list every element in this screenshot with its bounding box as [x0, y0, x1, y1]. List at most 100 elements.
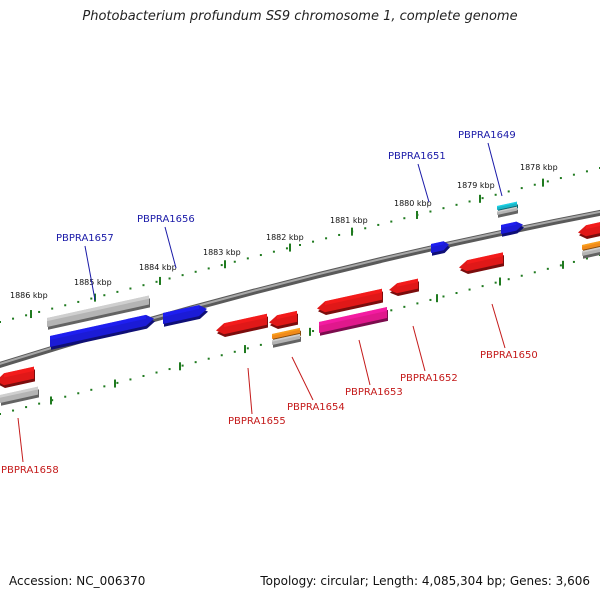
gene-PBPRA1656-label[interactable]: PBPRA1656 — [137, 214, 195, 225]
outer-minor-tick — [455, 203, 458, 206]
inner-minor-tick — [468, 288, 471, 291]
outer-minor-tick — [442, 207, 445, 210]
map-title: Photobacterium profundum SS9 chromosome … — [82, 9, 518, 24]
inner-minor-tick — [442, 295, 445, 298]
gene-PBPRA1657-label[interactable]: PBPRA1657 — [56, 233, 114, 244]
gene-PBPRA1651-leader — [417, 163, 430, 203]
outer-minor-tick — [259, 254, 262, 257]
gene-red-PBPRA1650[interactable] — [459, 252, 504, 275]
gene-PBPRA1657-leader — [84, 245, 96, 301]
inner-minor-tick — [168, 368, 171, 371]
gene-gray-outer[interactable] — [47, 295, 150, 330]
inner-minor-tick — [312, 330, 315, 333]
accession-text: Accession: NC_006370 — [9, 574, 146, 588]
outer-minor-tick — [25, 314, 28, 317]
outer-minor-tick — [194, 270, 197, 273]
outer-minor-tick — [0, 321, 1, 323]
gene-PBPRA1650-label[interactable]: PBPRA1650 — [480, 350, 538, 361]
outer-minor-tick — [390, 220, 393, 223]
outer-minor-tick — [103, 294, 106, 297]
outer-minor-tick — [481, 197, 484, 200]
inner-major-tick — [179, 362, 181, 371]
gene-gray-1658-band[interactable] — [0, 386, 39, 406]
gene-gray-1649-band[interactable] — [497, 206, 518, 218]
gene-PBPRA1656-leader — [164, 226, 177, 269]
outer-minor-tick — [285, 247, 288, 250]
outer-minor-tick — [129, 287, 132, 290]
gene-PBPRA1658-label[interactable]: PBPRA1658 — [1, 465, 59, 476]
outer-minor-tick — [494, 193, 497, 196]
inner-major-tick — [309, 327, 311, 336]
scale-labels: 1886 kbp 1885 kbp 1884 kbp 1883 kbp 1882 kbp… — [10, 163, 558, 300]
gene-PBPRA1649-leader — [487, 142, 503, 197]
outer-minor-tick — [64, 304, 67, 307]
gene-red-PBPRA1652[interactable] — [389, 278, 419, 297]
gene-blue-PBPRA1651[interactable] — [431, 241, 450, 256]
outer-minor-tick — [142, 284, 145, 287]
gene-gray-1654-band[interactable] — [272, 333, 301, 348]
gene-gray-edge-band[interactable] — [582, 246, 600, 259]
gene-PBPRA1655-label[interactable]: PBPRA1655 — [228, 416, 286, 427]
gene-red-edge[interactable] — [578, 220, 600, 240]
inner-minor-tick — [64, 395, 67, 398]
gene-red-PBPRA1652-upper[interactable] — [317, 288, 383, 316]
inner-minor-tick — [455, 292, 458, 295]
outer-minor-tick — [338, 233, 341, 236]
gene-PBPRA1652-label[interactable]: PBPRA1652 — [400, 373, 458, 384]
outer-major-tick — [224, 260, 226, 269]
outer-minor-tick — [533, 183, 536, 186]
gene-magenta-PBPRA1653[interactable] — [319, 307, 388, 336]
outer-minor-tick — [38, 310, 41, 313]
inner-minor-tick — [481, 285, 484, 288]
gene-red-PBPRA1654[interactable] — [269, 310, 298, 330]
outer-minor-tick — [403, 217, 406, 220]
outer-minor-tick — [520, 187, 523, 190]
outer-minor-tick — [155, 280, 158, 283]
gene-PBPRA1651-label[interactable]: PBPRA1651 — [388, 151, 446, 162]
inner-minor-tick — [194, 361, 197, 364]
outer-minor-tick — [181, 274, 184, 277]
gene-blue-PBPRA1656[interactable] — [163, 305, 208, 327]
genome-summary-text: Topology: circular; Length: 4,085,304 bp… — [260, 574, 590, 588]
outer-minor-tick — [207, 267, 210, 270]
outer-minor-tick — [299, 244, 301, 246]
inner-minor-tick — [77, 392, 80, 395]
inner-minor-tick — [38, 402, 41, 405]
inner-minor-tick — [90, 388, 93, 391]
inner-major-tick — [499, 277, 501, 286]
gene-features — [0, 201, 600, 406]
gene-PBPRA1655-leader — [247, 367, 253, 415]
inner-minor-tick — [533, 271, 536, 274]
scale-label: 1882 kbp — [266, 233, 304, 242]
inner-minor-tick — [585, 257, 588, 260]
outer-minor-tick — [325, 237, 328, 240]
scale-label: 1879 kbp — [457, 181, 495, 190]
outer-major-tick — [30, 310, 32, 319]
outer-major-tick — [479, 194, 481, 203]
outer-major-tick — [289, 243, 291, 252]
outer-major-tick — [542, 178, 544, 187]
inner-minor-tick — [220, 354, 223, 357]
gene-PBPRA1653-label[interactable]: PBPRA1653 — [345, 387, 403, 398]
inner-minor-tick — [546, 267, 549, 270]
gene-blue-PBPRA1649[interactable] — [501, 221, 524, 237]
gene-PBPRA1649-label[interactable]: PBPRA1649 — [458, 130, 516, 141]
outer-minor-tick — [507, 190, 510, 193]
outer-major-tick — [159, 276, 161, 285]
inner-minor-tick — [429, 298, 432, 301]
outer-minor-tick — [12, 317, 15, 320]
inner-minor-tick — [559, 264, 562, 267]
outer-minor-tick — [468, 200, 471, 203]
gene-red-PBPRA1658[interactable] — [0, 366, 35, 389]
gene-PBPRA1654-label[interactable]: PBPRA1654 — [287, 402, 345, 413]
gene-red-PBPRA1655[interactable] — [216, 313, 268, 338]
inner-minor-tick — [403, 305, 406, 308]
outer-minor-tick — [429, 210, 432, 213]
inner-major-tick — [244, 345, 246, 354]
outer-minor-tick — [220, 264, 223, 267]
inner-minor-tick — [416, 302, 419, 305]
outer-minor-tick — [272, 250, 275, 253]
gene-blue-PBPRA1657[interactable] — [50, 314, 155, 350]
